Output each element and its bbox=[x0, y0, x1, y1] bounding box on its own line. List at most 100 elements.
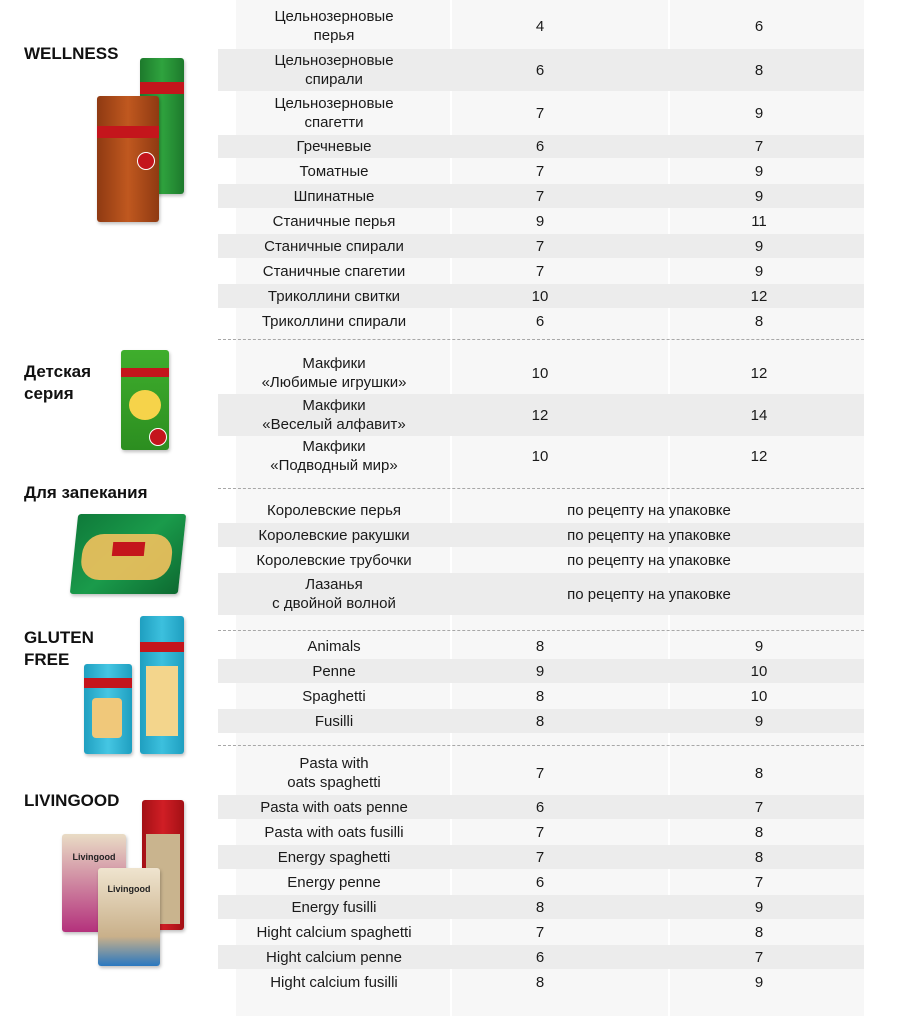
table-cell-product: Гречневые bbox=[296, 138, 372, 155]
table-cell-time-2: 7 bbox=[754, 873, 764, 891]
table-cell-product: Energy penne bbox=[287, 873, 381, 891]
table-cell-product: Hight calcium spaghetti bbox=[256, 923, 412, 941]
table-cell-time-1: 6 bbox=[535, 61, 545, 79]
table-cell-product: Лазанья с двойной волной bbox=[272, 576, 396, 612]
table-cell-time-1: 8 bbox=[535, 973, 545, 991]
table-cell-time-2: 8 bbox=[754, 764, 764, 782]
row-stripe bbox=[218, 394, 864, 436]
table-cell-product: Станичные спагетии bbox=[262, 262, 406, 280]
table-cell-product: Fusilli bbox=[314, 712, 354, 730]
table-cell-time-1: 4 bbox=[535, 17, 545, 35]
table-cell-time-1: 7 bbox=[535, 262, 545, 280]
table-cell-product: Цельнозерновые спирали bbox=[274, 52, 394, 88]
section-title-livingood: LIVINGOOD bbox=[24, 791, 120, 810]
section-divider bbox=[218, 745, 864, 746]
table-cell-time-1: 6 bbox=[535, 798, 545, 816]
section-title-baking: Для запекания bbox=[24, 483, 148, 502]
section-title-kids: Детская серия bbox=[24, 362, 91, 403]
table-cell-time-2: 12 bbox=[750, 364, 768, 382]
table-cell-time-2: 8 bbox=[754, 923, 764, 941]
table-cell-time-1: 7 bbox=[535, 237, 545, 255]
section-divider bbox=[218, 339, 864, 340]
table-cell-product: Макфики «Подводный мир» bbox=[270, 438, 398, 474]
table-cell-product: Penne bbox=[312, 662, 356, 680]
table-cell-time-2: 9 bbox=[754, 162, 764, 180]
table-cell-product: Цельнозерновые спагетти bbox=[274, 95, 394, 131]
table-cell-time-1: 12 bbox=[531, 406, 549, 424]
section-title-gluten-free: GLUTEN FREE bbox=[24, 628, 94, 669]
table-cell-time-2: 9 bbox=[754, 898, 764, 916]
table-cell-time-2: 12 bbox=[750, 447, 768, 465]
table-cell-time-2: 12 bbox=[750, 287, 768, 305]
table-cell-product: Королевские трубочки bbox=[256, 551, 412, 569]
table-cell-time-2: 6 bbox=[754, 17, 764, 35]
table-cell-recipe-note: по рецепту на упаковке bbox=[567, 585, 731, 603]
table-cell-time-1: 7 bbox=[535, 764, 545, 782]
table-cell-time-1: 6 bbox=[535, 873, 545, 891]
row-stripe bbox=[218, 523, 864, 547]
row-stripe bbox=[218, 49, 864, 91]
table-cell-time-2: 7 bbox=[754, 948, 764, 966]
table-cell-time-2: 9 bbox=[754, 637, 764, 655]
row-stripe bbox=[218, 284, 864, 308]
table-cell-time-1: 6 bbox=[535, 948, 545, 966]
table-cell-product: Hight calcium fusilli bbox=[270, 973, 398, 991]
table-cell-product: Макфики «Веселый алфавит» bbox=[262, 397, 406, 433]
table-cell-time-1: 8 bbox=[535, 898, 545, 916]
table-cell-time-2: 11 bbox=[751, 212, 767, 230]
table-cell-time-1: 10 bbox=[531, 287, 549, 305]
table-cell-time-2: 9 bbox=[754, 712, 764, 730]
row-stripe bbox=[218, 845, 864, 869]
row-stripe bbox=[218, 234, 864, 258]
table-cell-time-1: 7 bbox=[535, 104, 545, 122]
table-cell-time-1: 7 bbox=[535, 823, 545, 841]
table-cell-recipe-note: по рецепту на упаковке bbox=[567, 551, 731, 569]
table-cell-recipe-note: по рецепту на упаковке bbox=[567, 501, 731, 519]
table-cell-time-2: 9 bbox=[754, 237, 764, 255]
table-cell-time-2: 9 bbox=[754, 262, 764, 280]
table-cell-time-2: 10 bbox=[750, 662, 768, 680]
table-cell-product: Animals bbox=[307, 637, 361, 655]
table-cell-time-2: 8 bbox=[754, 312, 764, 330]
table-cell-product: Королевские ракушки bbox=[258, 526, 410, 544]
table-cell-time-1: 8 bbox=[535, 712, 545, 730]
row-stripe bbox=[218, 184, 864, 208]
table-cell-time-2: 8 bbox=[754, 61, 764, 79]
table-cell-time-1: 9 bbox=[535, 662, 545, 680]
table-cell-time-1: 7 bbox=[535, 187, 545, 205]
row-stripe bbox=[218, 895, 864, 919]
table-cell-time-2: 8 bbox=[754, 823, 764, 841]
table-cell-time-2: 7 bbox=[754, 138, 764, 155]
table-cell-time-2: 7 bbox=[754, 798, 764, 816]
table-cell-recipe-note: по рецепту на упаковке bbox=[567, 526, 731, 544]
table-cell-time-2: 9 bbox=[754, 973, 764, 991]
table-cell-product: Станичные перья bbox=[272, 212, 396, 230]
table-cell-product: Триколлини свитки bbox=[267, 287, 401, 305]
table-cell-product: Триколлини спирали bbox=[261, 312, 407, 330]
row-stripe bbox=[218, 795, 864, 819]
table-cell-product: Energy spaghetti bbox=[277, 848, 391, 866]
table-cell-product: Шпинатные bbox=[293, 187, 375, 205]
table-cell-time-1: 8 bbox=[535, 637, 545, 655]
table-cell-time-2: 8 bbox=[754, 848, 764, 866]
table-cell-product: Energy fusilli bbox=[291, 898, 377, 916]
table-cell-product: Макфики «Любимые игрушки» bbox=[261, 355, 407, 391]
table-cell-time-2: 9 bbox=[754, 104, 764, 122]
row-stripe bbox=[218, 135, 864, 158]
table-cell-time-1: 9 bbox=[535, 212, 545, 230]
section-divider bbox=[218, 630, 864, 631]
row-stripe bbox=[218, 659, 864, 683]
table-cell-product: Spaghetti bbox=[302, 687, 366, 705]
row-stripe bbox=[218, 573, 864, 615]
table-cell-product: Томатные bbox=[299, 162, 369, 180]
table-cell-product: Станичные спирали bbox=[264, 237, 404, 255]
table-cell-time-1: 6 bbox=[535, 138, 545, 155]
table-cell-time-2: 10 bbox=[750, 687, 768, 705]
table-cell-product: Pasta with oats spaghetti bbox=[287, 755, 381, 791]
table-cell-time-1: 10 bbox=[531, 447, 549, 465]
table-cell-time-2: 9 bbox=[754, 187, 764, 205]
table-cell-time-1: 6 bbox=[535, 312, 545, 330]
row-stripe bbox=[218, 945, 864, 969]
table-cell-time-1: 7 bbox=[535, 923, 545, 941]
table-cell-time-1: 7 bbox=[535, 162, 545, 180]
